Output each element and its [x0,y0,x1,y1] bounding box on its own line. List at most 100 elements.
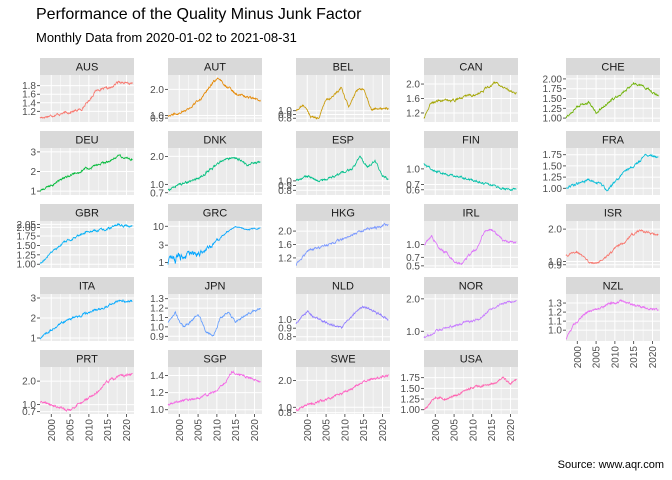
panel-background [40,221,134,268]
series-line-ita [39,298,133,340]
facet-panel-nzl: NZL 1.01.11.21.3 2000 2005 2010 2015 2020 [548,277,660,368]
series-line-isr [565,228,659,265]
facet-panel-irl: IRL 0.50.7 1.0 [406,204,518,272]
facet-strip [296,277,390,294]
facet-strip-label: ISR [604,208,622,220]
series-line-dnk [167,156,261,192]
facet-strip [40,131,134,148]
facet-strip-label: NLD [332,281,354,293]
y-tick-label: 2.0 [150,85,164,96]
facet-panel-bel: BEL 0.80.91.0 [278,58,390,125]
y-tick-label: 2 [30,314,36,325]
y-tick-label: 1.0 [150,180,164,191]
facet-strip-label: NOR [459,281,484,293]
x-tick-label: 2000 [175,419,186,442]
y-tick-label: 1.50 [17,241,37,252]
x-tick-label: 2000 [431,419,442,442]
y-tick-label: 1.25 [17,250,37,261]
x-tick-label: 2020 [506,419,517,442]
facet-panel-deu: DEU 1 2 3 [30,131,134,198]
x-tick-label: 2010 [610,346,621,369]
x-tick-label: 2020 [250,419,261,442]
y-tick-label: 1.00 [17,260,37,271]
y-tick-label: 0.5 [406,261,420,272]
y-tick-label: 1.75 [401,373,421,384]
y-tick-label: 1.0 [406,240,420,251]
panel-background [296,294,390,341]
facet-panel-usa: USA 1.001.251.501.75 2000 2005 2010 2015 2020 [401,350,518,441]
y-tick-label: 2.0 [150,152,164,163]
y-tick-label: 1.00 [543,114,563,125]
y-tick-label: 1.25 [543,173,563,184]
series-line-deu [39,154,133,192]
facet-panel-fin: FIN 0.60.7 1.0 [406,131,518,196]
y-tick-label: 0.9 [278,110,292,121]
series-line-jpn [167,307,261,337]
y-tick-label: 1.0 [278,176,292,187]
facet-strip [168,350,262,367]
y-tick-label: 0.8 [278,114,292,125]
facet-panel-jpn: JPN 0.91.01.11.21.3 [150,277,262,343]
facet-strip [168,204,262,221]
y-tick-label: 0.9 [548,260,562,271]
series-line-aus [39,80,133,120]
facet-panel-gbr: GBR 1.001.251.501.752.002.05 [17,204,134,271]
y-tick-label: 1.2 [150,388,164,399]
y-tick-label: 1.8 [22,81,36,92]
facet-strip [424,350,518,367]
x-tick-label: 2020 [378,419,389,442]
panel-background [566,294,660,341]
y-tick-label: 1.3 [548,299,562,310]
x-tick-label: 2000 [573,346,584,369]
y-tick-label: 1.4 [22,98,36,109]
x-tick-label: 2020 [648,346,659,369]
y-tick-label: 1.75 [17,232,37,243]
y-tick-label: 1.0 [278,403,292,414]
y-tick-label: 0.7 [22,407,36,418]
y-tick-label: 1.1 [548,317,562,328]
chart-title: Performance of the Quality Minus Junk Fa… [36,6,362,23]
facet-strip-label: CAN [459,62,482,74]
y-tick-label: 10 [153,222,165,233]
facet-strip-label: DEU [75,135,98,147]
x-tick-label: 2020 [122,419,133,442]
facet-strip-label: CHE [601,62,624,74]
x-tick-label: 2015 [629,346,640,369]
facet-strip-label: HKG [331,208,355,220]
panel-background [168,75,262,122]
facet-strip [424,204,518,221]
series-line-nor [423,299,517,339]
y-tick-label: 2.0 [406,80,420,91]
x-tick-label: 2005 [322,419,333,442]
y-tick-label: 1.0 [406,164,420,175]
facet-strip [168,277,262,294]
y-tick-label: 1.3 [150,294,164,305]
y-tick-label: 0.6 [406,185,420,196]
x-tick-label: 2005 [450,419,461,442]
series-line-nzl [565,299,659,340]
facet-panel-aus: AUS 1.21.41.61.8 [22,58,134,122]
y-tick-label: 1.75 [543,84,563,95]
series-line-nld [295,305,389,330]
y-tick-label: 1.50 [543,94,563,105]
y-tick-label: 1.0 [150,322,164,333]
facet-strip [40,204,134,221]
series-line-can [423,81,517,119]
y-tick-label: 0.7 [406,253,420,264]
facet-strip [296,350,390,367]
x-tick-label: 2010 [84,419,95,442]
facet-strip-label: IRL [462,208,479,220]
facet-strip-label: ESP [332,135,354,147]
y-tick-label: 0.9 [150,114,164,125]
y-tick-label: 1.0 [150,405,164,416]
y-tick-label: 1.00 [543,184,563,195]
series-line-grc [167,225,261,265]
y-tick-label: 2.0 [278,227,292,238]
facet-strip-label: USA [460,354,483,366]
chart-caption: Source: www.aqr.com [557,459,664,471]
y-tick-label: 1.0 [22,400,36,411]
facet-panel-che: CHE 1.001.251.501.752.00 [543,58,660,125]
y-tick-label: 0.7 [406,180,420,191]
series-line-fin [423,163,517,192]
